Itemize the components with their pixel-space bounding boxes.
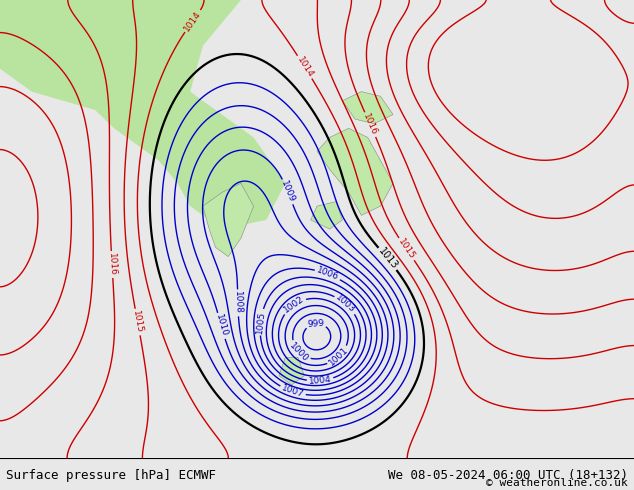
Polygon shape [311, 201, 342, 229]
Text: 1007: 1007 [280, 384, 305, 399]
Polygon shape [203, 183, 254, 257]
Text: 1003: 1003 [334, 293, 357, 315]
Polygon shape [342, 92, 393, 123]
Polygon shape [317, 128, 393, 215]
Text: 1000: 1000 [288, 341, 310, 364]
Text: 1002: 1002 [282, 294, 306, 315]
Text: 1015: 1015 [396, 237, 417, 261]
Text: 1015: 1015 [131, 310, 144, 334]
Text: 1014: 1014 [183, 9, 203, 33]
Text: 1016: 1016 [107, 253, 117, 276]
Polygon shape [0, 0, 285, 229]
Text: 1014: 1014 [295, 55, 314, 79]
Text: 1005: 1005 [255, 310, 266, 334]
Text: 999: 999 [307, 318, 325, 329]
Text: We 08-05-2024 06:00 UTC (18+132): We 08-05-2024 06:00 UTC (18+132) [387, 469, 628, 482]
Text: © weatheronline.co.uk: © weatheronline.co.uk [486, 478, 628, 489]
Text: 1006: 1006 [315, 266, 340, 282]
Text: 1016: 1016 [361, 112, 379, 137]
Text: 1013: 1013 [376, 246, 399, 271]
Text: 1004: 1004 [308, 375, 332, 386]
Text: Surface pressure [hPa] ECMWF: Surface pressure [hPa] ECMWF [6, 469, 216, 482]
Text: 1008: 1008 [233, 291, 243, 315]
Text: 1001: 1001 [327, 345, 350, 368]
Text: 1010: 1010 [214, 314, 229, 338]
Text: 1009: 1009 [280, 179, 297, 204]
Polygon shape [279, 357, 304, 385]
